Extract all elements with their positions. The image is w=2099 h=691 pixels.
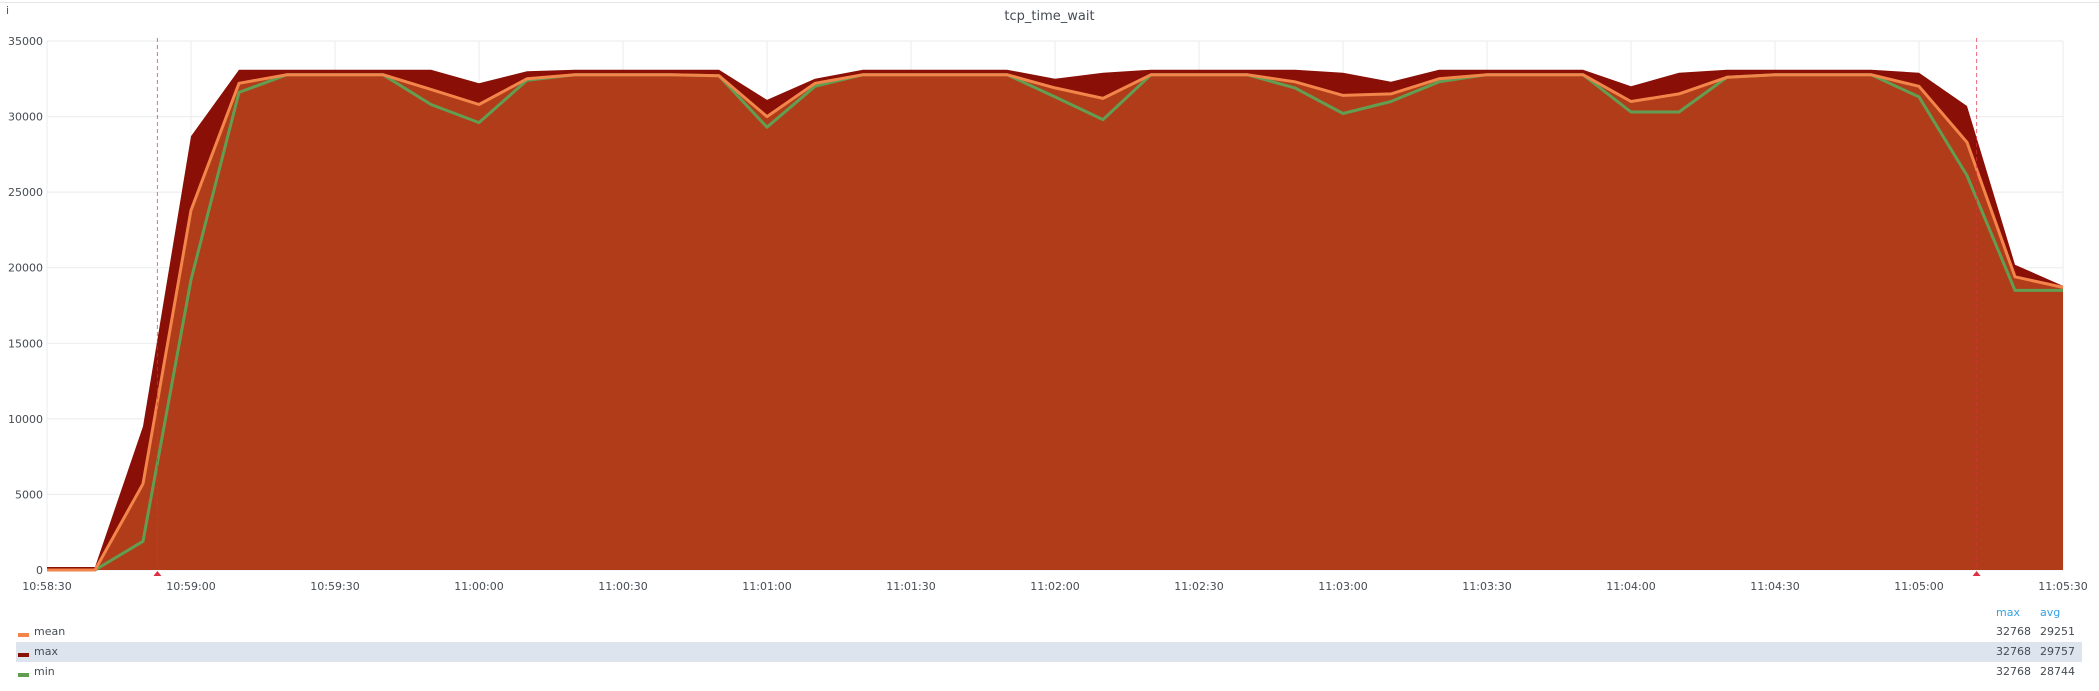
x-axis-ticks: 10:58:30 10:59:00 10:59:30 11:00:00 11:00:30…	[22, 580, 2087, 593]
x-tick-label: 11:05:30	[2038, 580, 2087, 593]
legend-swatch-min	[18, 673, 29, 677]
annotation-marker	[153, 571, 162, 576]
y-tick-label: 35000	[8, 35, 43, 48]
y-tick-label: 15000	[8, 337, 43, 350]
annotation-marker	[1972, 571, 1981, 576]
legend-value-avg: 28744	[2040, 665, 2075, 678]
x-tick-label: 11:02:00	[1030, 580, 1079, 593]
y-tick-label: 10000	[8, 413, 43, 426]
legend-item-min[interactable]: min 32768 28744	[16, 662, 2082, 682]
x-tick-label: 11:05:00	[1894, 580, 1943, 593]
legend-value-max: 32768	[1996, 665, 2031, 678]
x-tick-label: 11:04:00	[1606, 580, 1655, 593]
x-tick-label: 10:59:30	[310, 580, 359, 593]
x-tick-label: 11:04:30	[1750, 580, 1799, 593]
y-axis-ticks: 0 5000 10000 15000 20000 25000 30000 35000	[8, 35, 43, 577]
legend-item-mean[interactable]: mean 32768 29251	[16, 622, 2082, 642]
x-tick-label: 11:01:30	[886, 580, 935, 593]
y-tick-label: 0	[36, 564, 43, 577]
y-tick-label: 5000	[15, 488, 43, 501]
annotation-markers	[153, 38, 1981, 576]
legend-value-avg: 29757	[2040, 645, 2075, 658]
legend-value-max: 32768	[1996, 625, 2031, 638]
chart-plot[interactable]: 0 5000 10000 15000 20000 25000 30000 35000 10:5…	[0, 0, 2099, 600]
legend-swatch-mean	[18, 633, 29, 637]
series-lines	[47, 73, 2064, 572]
legend-swatch-max	[18, 653, 29, 657]
legend-label[interactable]: max	[34, 645, 58, 658]
legend: max avg mean 32768 29251 max 32768 29757…	[16, 600, 2082, 682]
legend-value-avg: 29251	[2040, 625, 2075, 638]
area-fills	[47, 69, 2063, 570]
legend-header: max avg	[16, 600, 2082, 622]
x-tick-label: 11:02:30	[1174, 580, 1223, 593]
legend-header-avg[interactable]: avg	[2040, 606, 2061, 619]
x-tick-label: 11:03:00	[1318, 580, 1367, 593]
x-tick-label: 11:00:30	[598, 580, 647, 593]
legend-value-max: 32768	[1996, 645, 2031, 658]
legend-label[interactable]: mean	[34, 625, 66, 638]
legend-header-max[interactable]: max	[1996, 606, 2020, 619]
series-line-mean	[47, 73, 2064, 572]
info-icon[interactable]: i	[6, 4, 10, 17]
legend-item-max[interactable]: max 32768 29757	[16, 642, 2082, 662]
x-tick-label: 11:00:00	[454, 580, 503, 593]
x-tick-label: 10:59:00	[166, 580, 215, 593]
area-mean	[47, 74, 2063, 570]
panel-border	[0, 2, 2099, 3]
y-tick-label: 20000	[8, 262, 43, 275]
y-tick-label: 30000	[8, 111, 43, 124]
x-tick-label: 11:03:30	[1462, 580, 1511, 593]
x-tick-label: 11:01:00	[742, 580, 791, 593]
x-tick-label: 10:58:30	[22, 580, 71, 593]
legend-label[interactable]: min	[34, 665, 55, 678]
y-tick-label: 25000	[8, 186, 43, 199]
panel-title[interactable]: tcp_time_wait	[1004, 9, 1095, 24]
